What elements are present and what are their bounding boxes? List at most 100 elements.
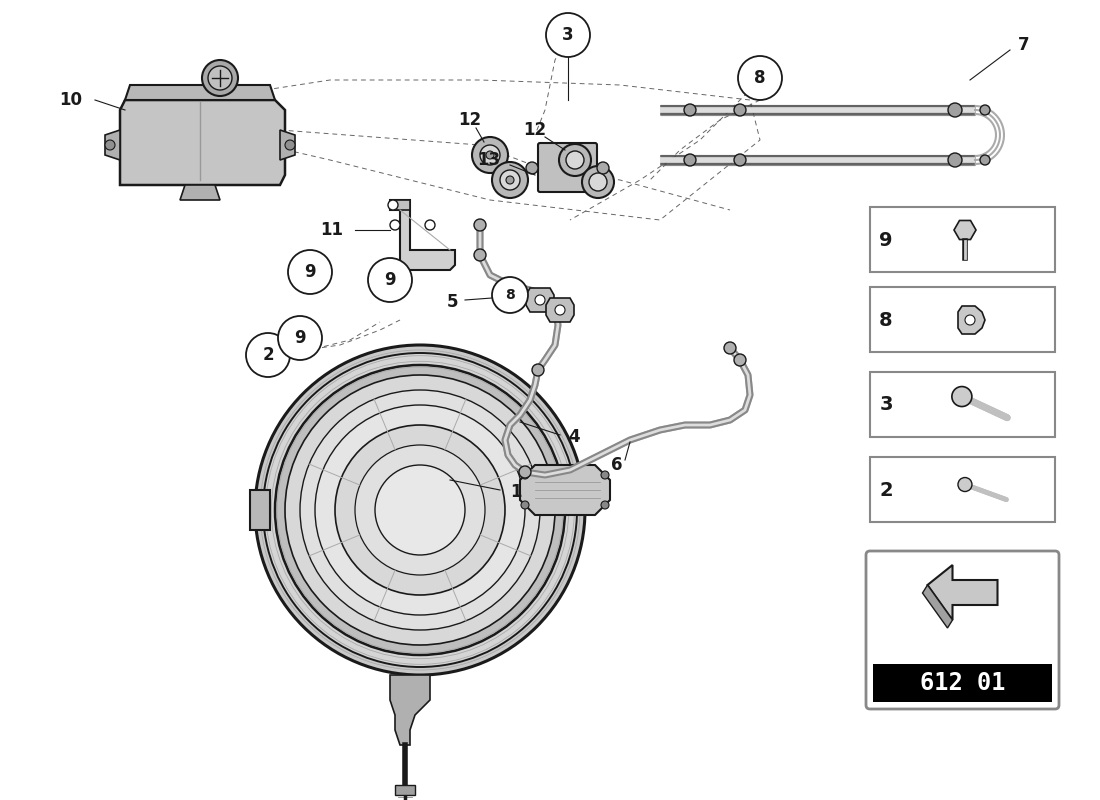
Circle shape bbox=[500, 170, 520, 190]
Circle shape bbox=[104, 140, 116, 150]
Text: 12: 12 bbox=[524, 121, 547, 139]
Polygon shape bbox=[250, 490, 270, 530]
Circle shape bbox=[506, 176, 514, 184]
Circle shape bbox=[521, 501, 529, 509]
Text: 3: 3 bbox=[879, 395, 893, 414]
Circle shape bbox=[734, 104, 746, 116]
Text: 1: 1 bbox=[510, 483, 521, 501]
Bar bbox=[870, 287, 1055, 352]
Circle shape bbox=[492, 277, 528, 313]
Text: 6: 6 bbox=[610, 456, 621, 474]
Bar bbox=[870, 457, 1055, 522]
Circle shape bbox=[300, 390, 540, 630]
Polygon shape bbox=[954, 221, 976, 239]
Text: 5: 5 bbox=[447, 293, 458, 311]
Polygon shape bbox=[395, 785, 415, 795]
Circle shape bbox=[480, 145, 501, 165]
Circle shape bbox=[734, 154, 746, 166]
Circle shape bbox=[246, 333, 290, 377]
Bar bbox=[873, 664, 1052, 702]
Circle shape bbox=[521, 471, 529, 479]
FancyBboxPatch shape bbox=[538, 143, 597, 192]
Circle shape bbox=[388, 200, 398, 210]
Circle shape bbox=[368, 258, 412, 302]
Circle shape bbox=[526, 162, 538, 174]
Polygon shape bbox=[520, 465, 610, 515]
Circle shape bbox=[601, 501, 609, 509]
Circle shape bbox=[202, 60, 238, 96]
Circle shape bbox=[597, 162, 609, 174]
Circle shape bbox=[532, 364, 544, 376]
Circle shape bbox=[582, 166, 614, 198]
Text: 612 01: 612 01 bbox=[920, 671, 1005, 695]
Polygon shape bbox=[958, 306, 984, 334]
Text: 13: 13 bbox=[477, 151, 500, 169]
Text: 9: 9 bbox=[384, 271, 396, 289]
Circle shape bbox=[566, 151, 584, 169]
Circle shape bbox=[738, 56, 782, 100]
Circle shape bbox=[556, 305, 565, 315]
Text: 9: 9 bbox=[305, 263, 316, 281]
Circle shape bbox=[375, 465, 465, 555]
Polygon shape bbox=[390, 675, 430, 745]
Polygon shape bbox=[923, 585, 953, 628]
Circle shape bbox=[278, 316, 322, 360]
Circle shape bbox=[588, 173, 607, 191]
Polygon shape bbox=[104, 130, 120, 160]
Text: 9: 9 bbox=[879, 230, 893, 250]
Circle shape bbox=[684, 104, 696, 116]
FancyBboxPatch shape bbox=[866, 551, 1059, 709]
Circle shape bbox=[486, 151, 494, 159]
Polygon shape bbox=[125, 85, 275, 100]
Circle shape bbox=[519, 466, 531, 478]
Circle shape bbox=[315, 405, 525, 615]
Circle shape bbox=[724, 342, 736, 354]
Polygon shape bbox=[280, 130, 295, 160]
Circle shape bbox=[208, 66, 232, 90]
Text: 11: 11 bbox=[320, 221, 343, 239]
Bar bbox=[870, 372, 1055, 437]
Circle shape bbox=[948, 103, 962, 117]
Text: 8: 8 bbox=[505, 288, 515, 302]
Circle shape bbox=[601, 471, 609, 479]
Polygon shape bbox=[390, 200, 410, 210]
Circle shape bbox=[285, 140, 295, 150]
Text: 8: 8 bbox=[879, 310, 893, 330]
Circle shape bbox=[336, 425, 505, 595]
Circle shape bbox=[965, 315, 975, 325]
Circle shape bbox=[474, 249, 486, 261]
Polygon shape bbox=[526, 288, 554, 312]
Text: 7: 7 bbox=[1018, 36, 1030, 54]
Circle shape bbox=[472, 137, 508, 173]
Circle shape bbox=[355, 445, 485, 575]
Circle shape bbox=[492, 162, 528, 198]
Circle shape bbox=[474, 219, 486, 231]
Polygon shape bbox=[120, 100, 285, 185]
Text: 4: 4 bbox=[568, 428, 580, 446]
Polygon shape bbox=[390, 200, 455, 270]
Text: 3: 3 bbox=[562, 26, 574, 44]
Circle shape bbox=[952, 386, 972, 406]
Circle shape bbox=[288, 250, 332, 294]
Circle shape bbox=[958, 478, 972, 491]
Bar bbox=[870, 207, 1055, 272]
Circle shape bbox=[275, 365, 565, 655]
Text: 8: 8 bbox=[755, 69, 766, 87]
Circle shape bbox=[263, 353, 578, 667]
Circle shape bbox=[980, 155, 990, 165]
Circle shape bbox=[535, 295, 544, 305]
Circle shape bbox=[255, 345, 585, 675]
Circle shape bbox=[285, 375, 556, 645]
Circle shape bbox=[684, 154, 696, 166]
Circle shape bbox=[734, 354, 746, 366]
Text: 9: 9 bbox=[294, 329, 306, 347]
Text: 2: 2 bbox=[879, 481, 893, 499]
Text: 2: 2 bbox=[262, 346, 274, 364]
Polygon shape bbox=[927, 565, 998, 620]
Circle shape bbox=[425, 220, 435, 230]
Circle shape bbox=[546, 13, 590, 57]
Circle shape bbox=[559, 144, 591, 176]
Circle shape bbox=[948, 153, 962, 167]
Polygon shape bbox=[546, 298, 574, 322]
Text: 10: 10 bbox=[59, 91, 82, 109]
